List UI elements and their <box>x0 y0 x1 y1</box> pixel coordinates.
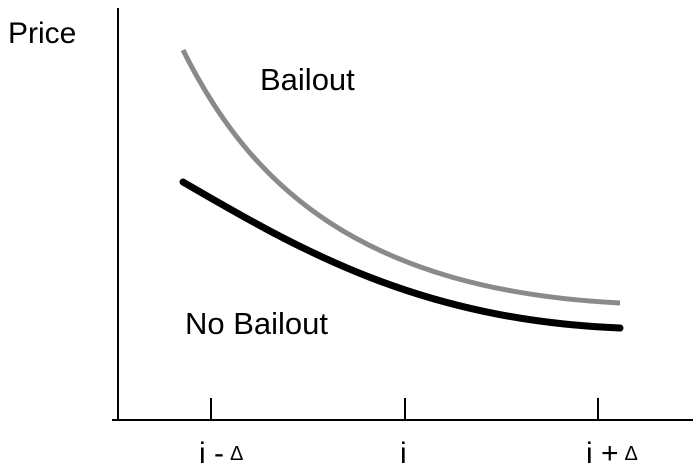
tick-symbol: Δ <box>625 443 638 465</box>
curve-label: No Bailout <box>185 306 328 341</box>
bailout-curve <box>180 48 621 306</box>
x-tick-label: i -Δ <box>199 437 243 470</box>
tick-symbol: Δ <box>230 443 243 465</box>
curve-label: Bailout <box>260 62 355 97</box>
tick-text: i <box>400 437 407 470</box>
x-tick-label: i + Δ <box>586 437 638 470</box>
tick-text: i - <box>199 437 224 470</box>
x-tick-label: i <box>400 437 407 470</box>
y-axis-label: Price <box>8 17 76 50</box>
no-bailout-curve <box>179 178 624 332</box>
tick-text: i + <box>586 437 619 470</box>
